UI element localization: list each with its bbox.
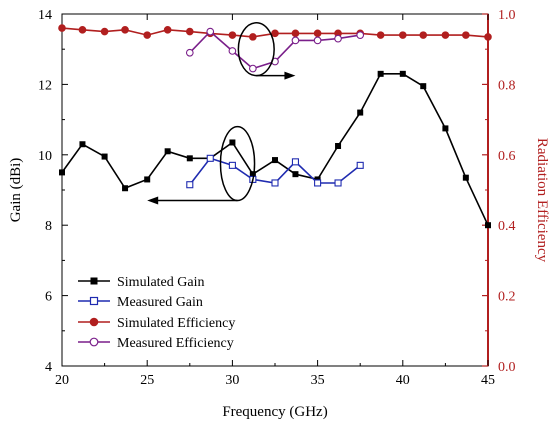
y2-tick-label: 0.6	[498, 149, 516, 164]
data-point	[272, 30, 279, 37]
arrow-head	[147, 197, 158, 205]
y-tick-labels: 4 6 8 10 12 14	[38, 8, 52, 375]
x-axis-label: Frequency (GHz)	[222, 404, 327, 420]
x-tick-label: 35	[311, 373, 325, 388]
y-tick-label: 12	[38, 78, 52, 93]
data-point	[207, 28, 214, 35]
y2-tick-label: 0.4	[498, 219, 516, 234]
legend-label: Simulated Gain	[117, 275, 205, 290]
x-tick-label: 30	[225, 373, 239, 388]
series-line	[62, 74, 488, 225]
x-tick-label: 25	[140, 373, 154, 388]
legend-label: Measured Efficiency	[117, 336, 234, 351]
data-point	[420, 83, 426, 89]
data-point	[400, 71, 406, 77]
legend-label: Measured Gain	[117, 295, 203, 310]
data-point	[122, 185, 128, 191]
data-point	[102, 154, 108, 160]
legend-entry-measured-efficiency: Measured Efficiency	[78, 336, 234, 351]
y2-tick-labels: 0.0 0.2 0.4 0.6 0.8 1.0	[498, 8, 516, 375]
legend-marker-filled-square	[91, 278, 98, 285]
data-point	[165, 148, 171, 154]
data-point	[207, 155, 213, 161]
data-point	[378, 71, 384, 77]
data-point	[122, 26, 129, 33]
data-point	[144, 176, 150, 182]
data-point	[292, 171, 298, 177]
data-point	[377, 32, 384, 39]
legend: Simulated Gain Measured Gain Simulated E…	[78, 275, 235, 351]
y2-tick-label: 0.8	[498, 78, 516, 93]
y-axis-label: Gain (dBi)	[8, 158, 24, 223]
y2-tick-label: 1.0	[498, 8, 516, 23]
data-point	[59, 169, 65, 175]
legend-entry-simulated-efficiency: Simulated Efficiency	[78, 316, 235, 331]
data-point	[272, 157, 278, 163]
data-point	[229, 32, 236, 39]
data-point	[485, 33, 492, 40]
data-point	[59, 25, 66, 32]
data-point	[187, 49, 194, 56]
data-point	[229, 162, 235, 168]
y-tick-label: 4	[45, 360, 52, 375]
data-point	[101, 28, 108, 35]
y2-tick-label: 0.0	[498, 360, 516, 375]
data-point	[79, 141, 85, 147]
data-point	[399, 32, 406, 39]
x-tick-label: 40	[396, 373, 410, 388]
data-point	[442, 125, 448, 131]
data-point	[335, 180, 341, 186]
y-tick-label: 14	[38, 8, 52, 23]
legend-label: Simulated Efficiency	[117, 316, 235, 331]
data-point	[462, 32, 469, 39]
data-point	[335, 35, 342, 42]
y-tick-label: 10	[38, 149, 52, 164]
x-tick-labels: 20 25 30 35 40 45	[55, 373, 495, 388]
data-point	[357, 32, 364, 39]
data-point	[144, 32, 151, 39]
legend-marker-open-square	[91, 298, 98, 305]
series-layer	[59, 25, 492, 229]
legend-entry-measured-gain: Measured Gain	[78, 295, 203, 310]
legend-marker-filled-circle	[90, 318, 98, 326]
legend-entry-simulated-gain: Simulated Gain	[78, 275, 205, 290]
x-tick-label: 45	[481, 373, 495, 388]
data-point	[335, 143, 341, 149]
x-tick-label: 20	[55, 373, 69, 388]
data-point	[229, 139, 235, 145]
data-point	[249, 33, 256, 40]
annotation-layer	[147, 23, 295, 205]
data-point	[187, 155, 193, 161]
data-point	[357, 110, 363, 116]
data-point	[292, 30, 299, 37]
data-point	[314, 37, 321, 44]
data-point	[187, 182, 193, 188]
data-point	[272, 180, 278, 186]
y-tick-label: 6	[45, 290, 52, 305]
series-simulated-gain	[59, 71, 491, 228]
y2-tick-label: 0.2	[498, 290, 516, 305]
data-point	[485, 222, 491, 228]
data-point	[420, 32, 427, 39]
data-point	[442, 32, 449, 39]
y-tick-label: 8	[45, 219, 52, 234]
data-point	[186, 28, 193, 35]
data-point	[79, 26, 86, 33]
data-point	[357, 162, 363, 168]
arrow-head	[284, 72, 295, 80]
series-simulated-efficiency	[59, 25, 492, 41]
data-point	[250, 65, 257, 72]
data-point	[315, 180, 321, 186]
data-point	[164, 26, 171, 33]
data-point	[314, 30, 321, 37]
data-point	[463, 175, 469, 181]
data-point	[229, 48, 236, 55]
data-point	[292, 37, 299, 44]
legend-marker-open-circle	[90, 338, 98, 346]
y2-axis-label: Radiation Efficiency	[534, 138, 550, 263]
data-point	[292, 159, 298, 165]
